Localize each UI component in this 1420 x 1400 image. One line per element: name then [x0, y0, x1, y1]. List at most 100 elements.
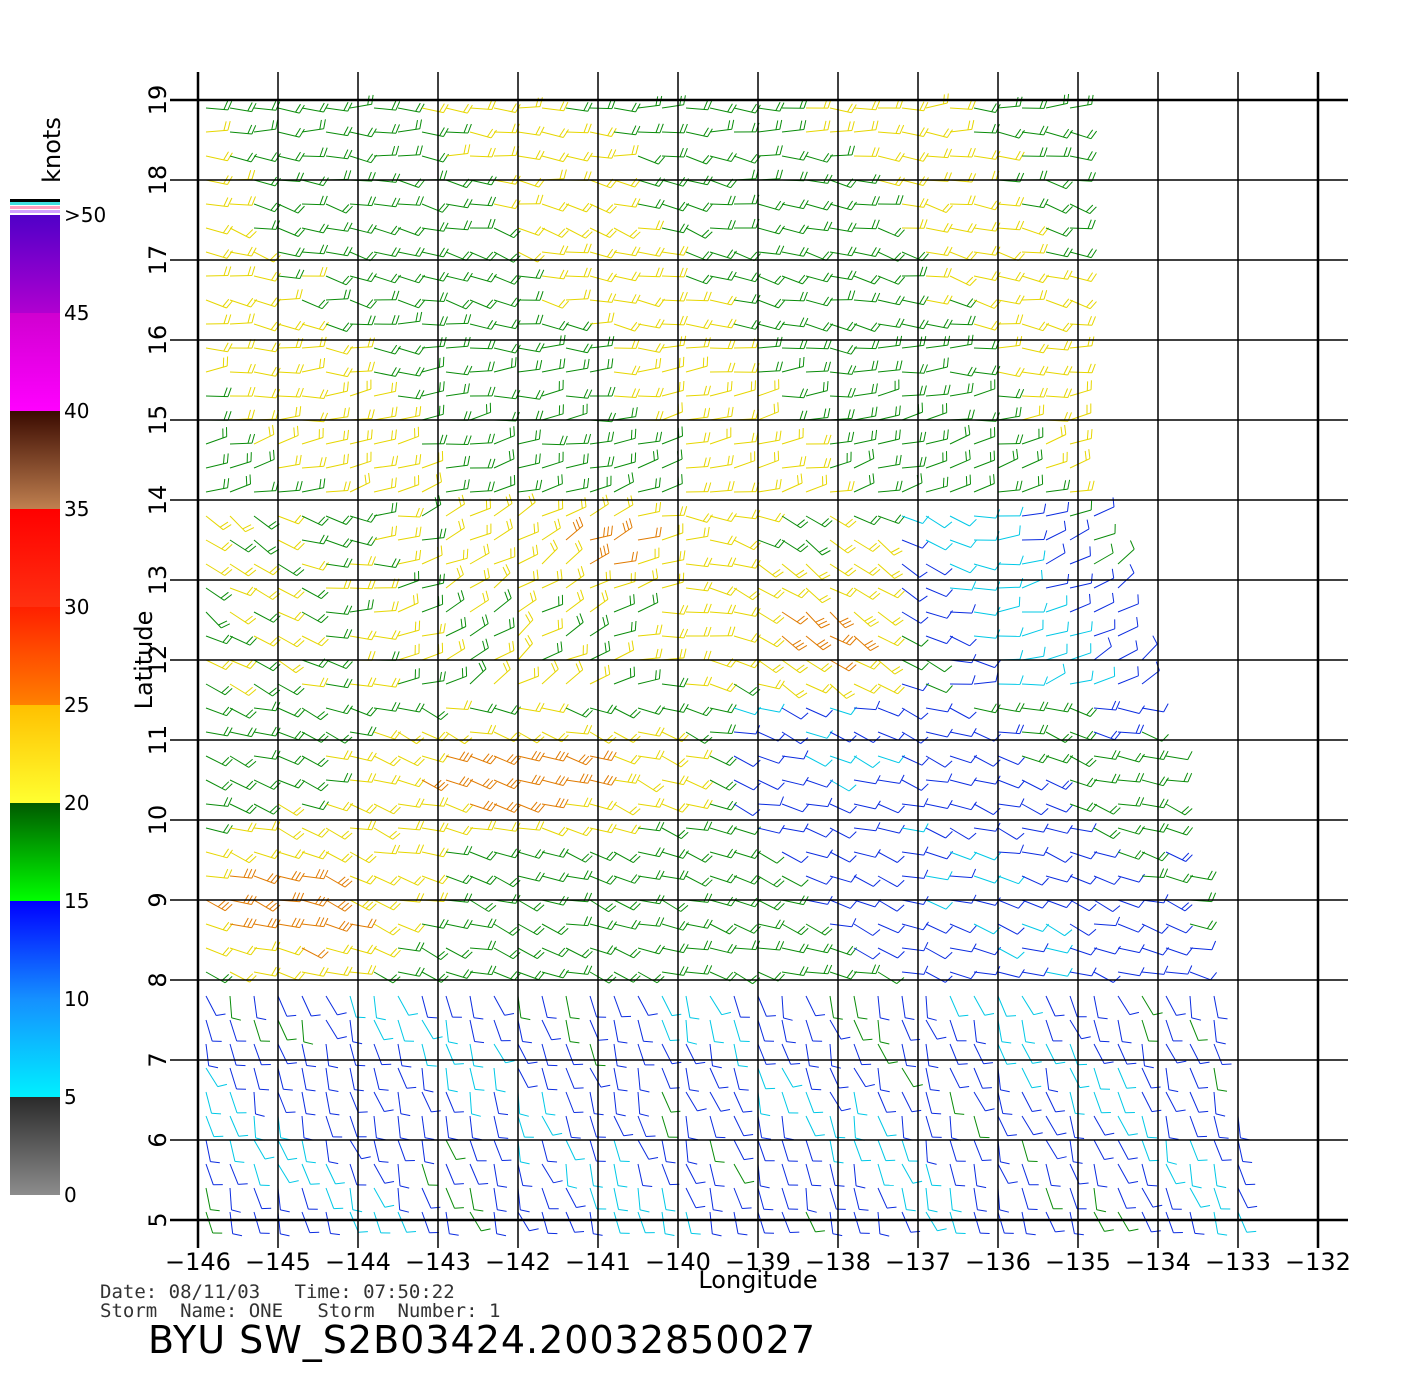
wind-barb — [325, 1019, 347, 1040]
wind-barb — [1093, 971, 1121, 983]
wind-barb — [829, 1067, 849, 1089]
wind-barb — [949, 366, 977, 377]
wind-barb — [301, 336, 327, 349]
wind-barb — [853, 635, 879, 652]
wind-barb — [253, 481, 279, 493]
wind-barb — [589, 203, 617, 214]
wind-barb — [541, 660, 559, 685]
wind-barb — [349, 751, 377, 762]
wind-barb — [949, 995, 969, 1017]
wind-barb — [517, 544, 539, 565]
wind-barb — [445, 1211, 459, 1236]
wind-barb — [877, 824, 905, 834]
wind-barb — [1093, 1091, 1111, 1114]
wind-barb — [373, 1067, 389, 1091]
wind-barb — [1045, 298, 1073, 309]
wind-barb — [469, 402, 492, 421]
wind-barb — [1045, 1067, 1059, 1093]
wind-barb — [229, 1211, 243, 1237]
wind-barb — [1045, 147, 1072, 157]
wind-barb — [541, 968, 569, 979]
wind-barb — [229, 246, 257, 257]
wind-barb — [997, 406, 1022, 421]
wind-barb — [301, 1043, 317, 1068]
wind-barb — [1045, 247, 1073, 258]
wind-barb — [301, 389, 329, 399]
wind-barb — [613, 125, 641, 136]
wind-barb — [325, 275, 353, 286]
colorbar-label: 40 — [64, 399, 89, 423]
wind-barb — [805, 361, 831, 373]
wind-barb — [565, 343, 593, 354]
wind-barb — [253, 449, 275, 469]
wind-barb — [877, 1139, 896, 1162]
date-time-line: Date: 08/11/03 Time: 07:50:22 — [100, 1283, 455, 1302]
wind-barb — [637, 199, 665, 209]
wind-barb — [421, 1211, 439, 1234]
wind-barb — [325, 381, 349, 397]
wind-barb — [373, 558, 401, 568]
wind-barb — [613, 899, 641, 911]
wind-barb — [541, 995, 557, 1019]
wind-barb — [853, 100, 881, 111]
wind-barb — [229, 851, 257, 864]
wind-barb — [493, 474, 516, 493]
wind-barb — [925, 683, 953, 694]
wind-barb — [541, 358, 566, 373]
wind-barb — [397, 102, 425, 113]
wind-barb — [565, 433, 592, 445]
wind-barb — [805, 849, 833, 859]
wind-barb — [685, 127, 713, 138]
wind-barb — [373, 677, 401, 688]
colorbar-title: knots — [38, 117, 66, 183]
wind-barb — [925, 515, 953, 529]
wind-barb — [301, 515, 329, 526]
wind-barb — [733, 755, 761, 767]
wind-barb — [277, 827, 305, 840]
wind-barb — [469, 128, 497, 139]
wind-barb — [925, 728, 953, 738]
wind-barb — [1141, 798, 1169, 809]
wind-barb — [325, 1091, 340, 1116]
wind-barb — [661, 755, 689, 768]
wind-barb — [373, 1139, 389, 1163]
wind-barb — [469, 820, 497, 831]
wind-barb — [1093, 1115, 1115, 1136]
wind-barb — [205, 100, 233, 111]
wind-barb — [349, 472, 371, 493]
wind-barb — [997, 1211, 1014, 1234]
storm-name-value: ONE — [248, 1300, 284, 1322]
wind-barb — [997, 1067, 1010, 1093]
wind-barb — [901, 731, 929, 744]
wind-barb — [229, 386, 256, 397]
wind-barb — [445, 123, 472, 134]
wind-barb — [421, 247, 449, 258]
wind-barb — [613, 594, 635, 613]
wind-barb — [1045, 1091, 1065, 1113]
wind-barb — [733, 169, 759, 181]
wind-barb — [829, 1043, 842, 1069]
wind-barb — [301, 800, 329, 811]
wind-barb — [637, 1187, 650, 1213]
wind-barb — [1069, 643, 1092, 661]
colorbar-cap — [10, 199, 60, 202]
wind-barb — [373, 1091, 394, 1112]
wind-barb — [565, 916, 593, 927]
wind-barb — [709, 682, 737, 693]
wind-barb — [853, 587, 881, 600]
wind-barb — [733, 1067, 749, 1091]
wind-barb — [613, 1163, 628, 1188]
wind-barb — [1117, 724, 1145, 734]
wind-barb — [733, 1019, 750, 1042]
wind-barb — [349, 272, 377, 283]
wind-barb — [445, 1043, 464, 1065]
wind-barb — [805, 174, 833, 184]
wind-barb — [1021, 803, 1049, 816]
wind-barb — [277, 1067, 293, 1091]
wind-barb — [469, 778, 497, 790]
wind-barb — [445, 1091, 464, 1113]
wind-barb — [757, 796, 784, 806]
wind-barb — [253, 635, 281, 647]
wind-barb — [901, 335, 927, 349]
wind-barb — [805, 474, 828, 493]
